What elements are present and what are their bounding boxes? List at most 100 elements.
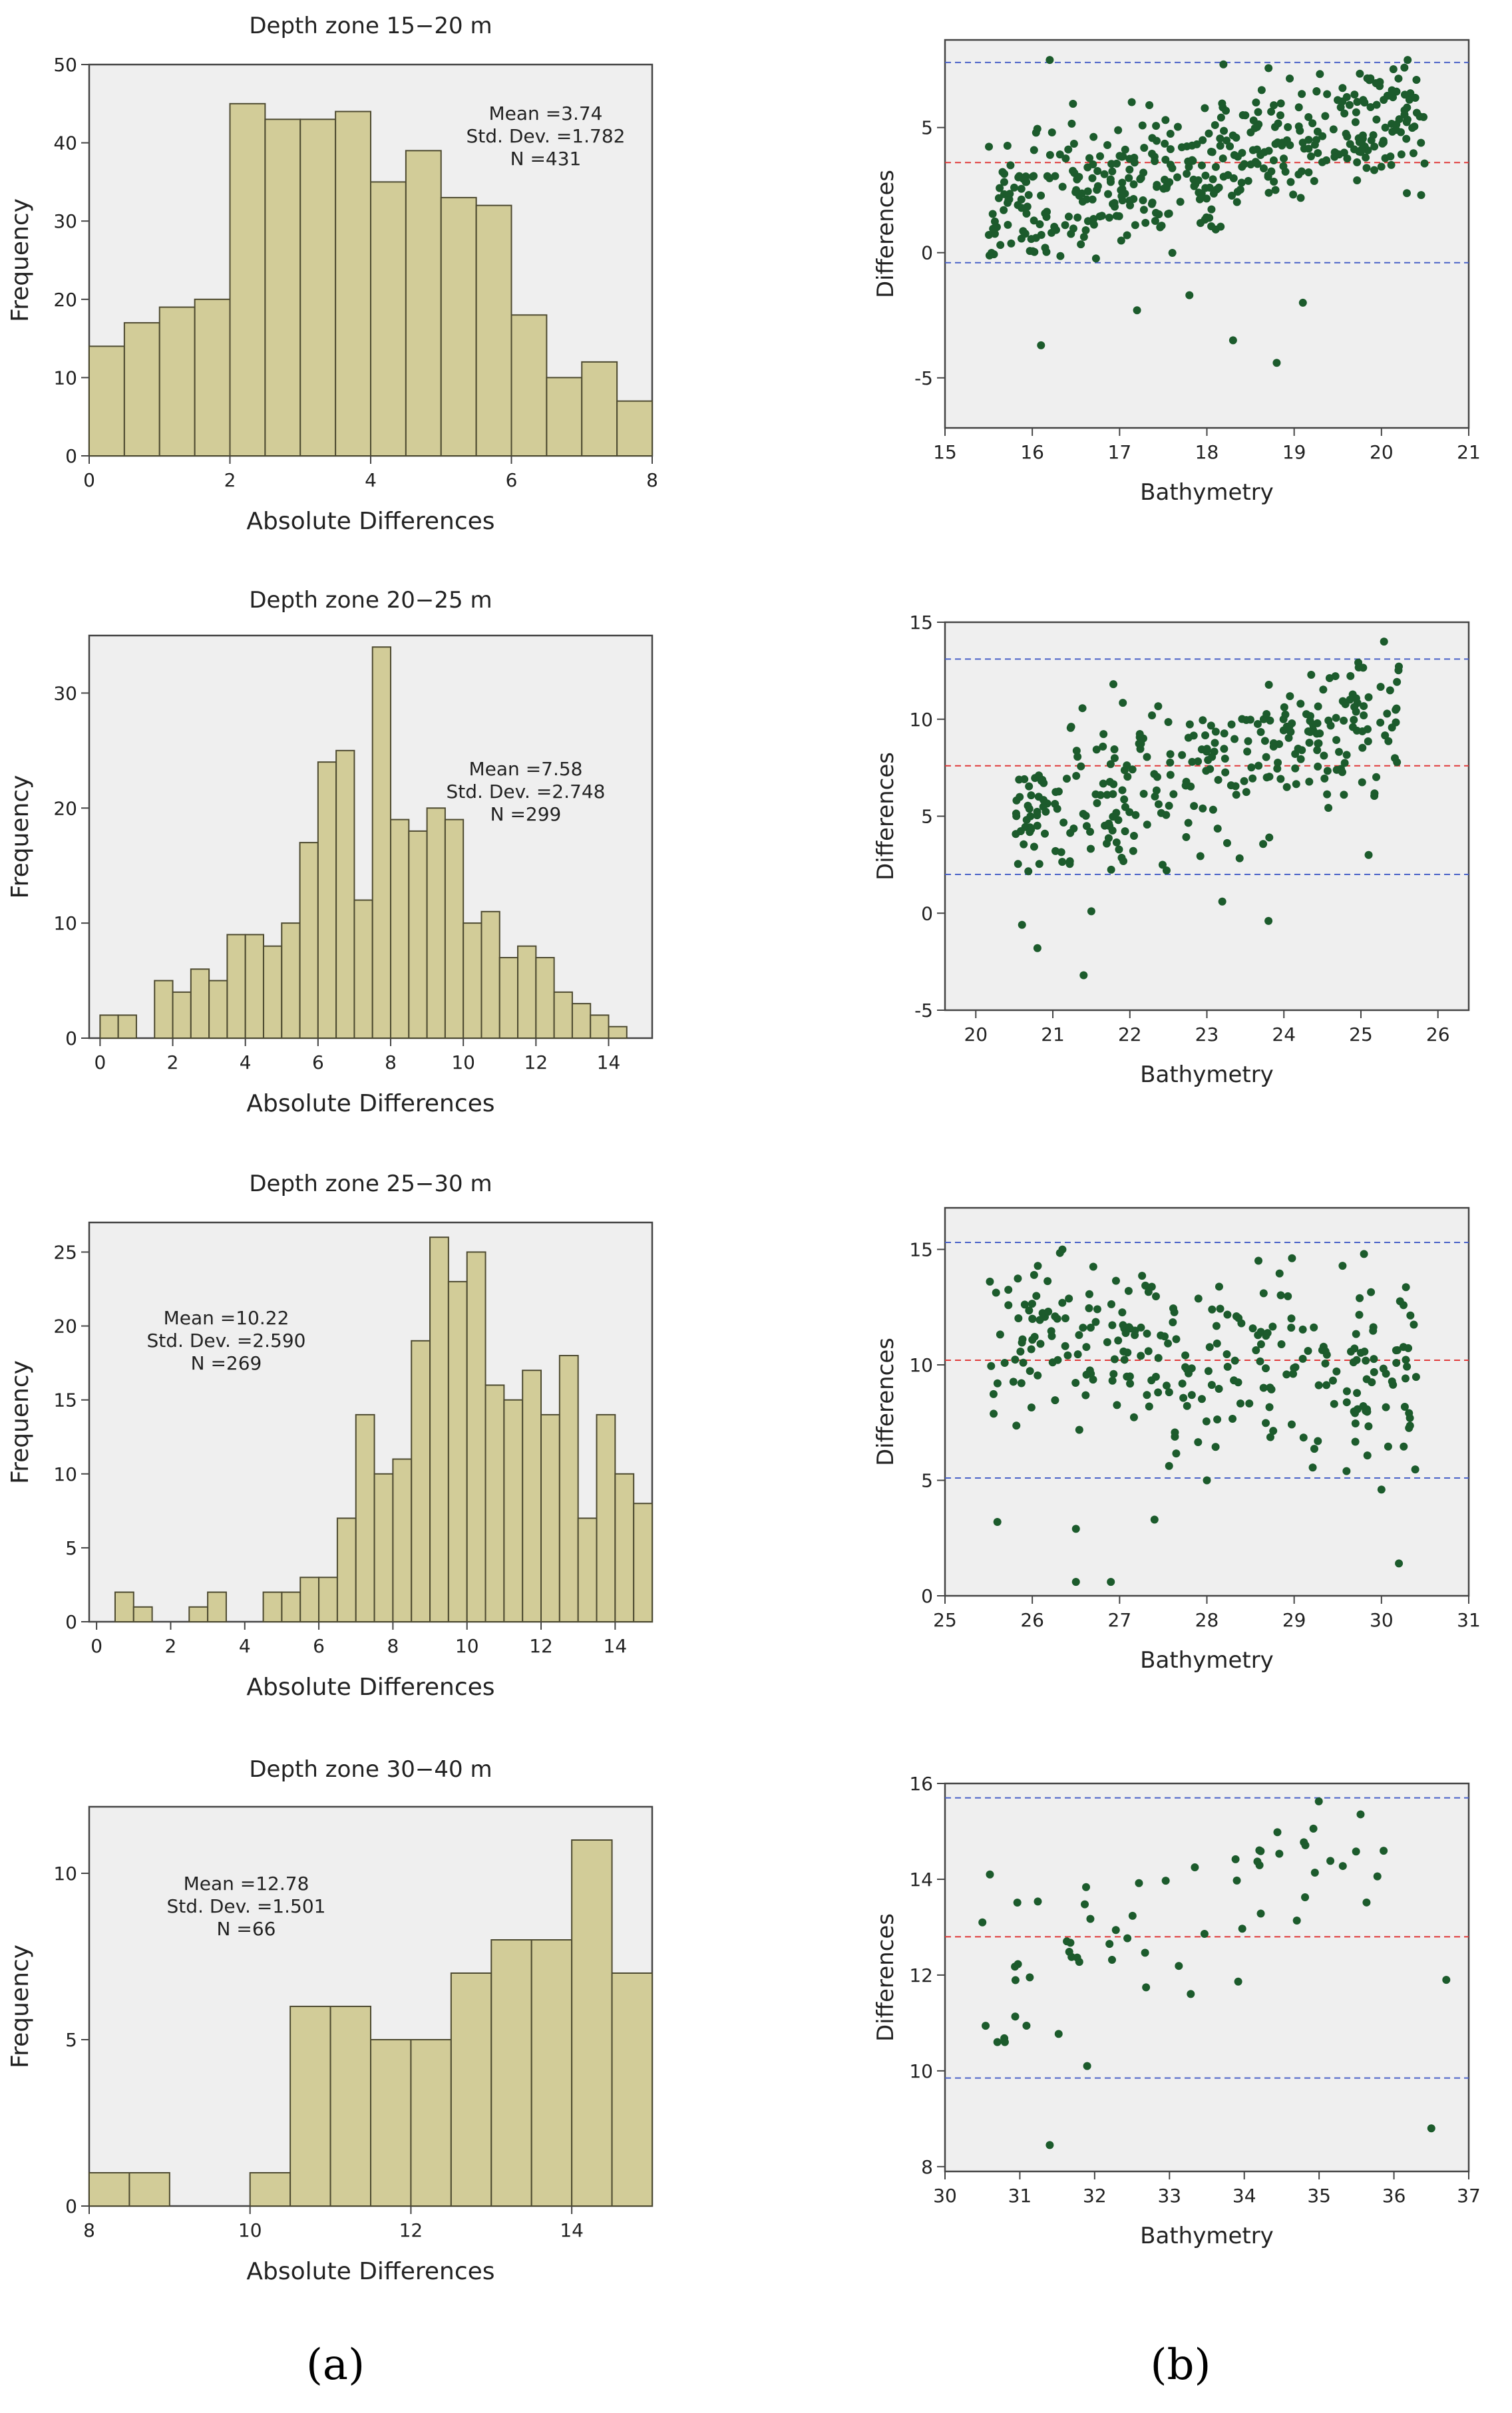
scatter-point [1384, 1442, 1392, 1451]
scatter-point [1011, 1962, 1020, 1971]
scatter-point [1314, 762, 1322, 771]
histogram-bar [571, 1839, 613, 2207]
scatter-point [1287, 1314, 1296, 1323]
scatter-point [1246, 160, 1255, 169]
scatter-point [1314, 149, 1322, 158]
scatter-point [1033, 944, 1041, 952]
scatter-point [1061, 154, 1070, 163]
histogram-bar [596, 1413, 616, 1623]
scatter-point [1299, 1433, 1308, 1442]
scatter-point [1287, 1420, 1296, 1429]
scatter-point [1286, 178, 1295, 186]
scatter-point [1221, 768, 1230, 777]
scatter-point [1154, 702, 1163, 711]
scatter-point [1209, 175, 1217, 184]
scatter-panel: 25 26 27 28 29 30 31 0 5 10 15 Bathymetry Difference… [872, 1206, 1481, 1674]
scatter-point [1034, 1262, 1042, 1270]
y-tick-label: 10 [53, 367, 77, 389]
scatter-point [1107, 865, 1115, 874]
scatter-point [1012, 796, 1021, 805]
scatter-point [1194, 1294, 1203, 1303]
scatter-point [1280, 703, 1288, 711]
scatter-point [1232, 198, 1241, 206]
scatter-point [1139, 206, 1148, 214]
scatter-point [1143, 1330, 1151, 1338]
scatter-point [1342, 1398, 1351, 1407]
stats-text: Std. Dev. =1.782 [467, 125, 626, 147]
scatter-point [1142, 1983, 1151, 1992]
scatter-point [1356, 69, 1364, 78]
scatter-point [1082, 1343, 1091, 1352]
x-tick-label: 15 [933, 441, 957, 463]
scatter-point [1162, 866, 1171, 874]
scatter-point [1099, 730, 1108, 739]
scatter-point [1114, 1336, 1123, 1345]
scatter-point [1332, 713, 1340, 722]
scatter-point [1000, 1359, 1009, 1368]
scatter-point [1015, 775, 1024, 784]
scatter-point [1121, 189, 1129, 198]
scatter-point [1120, 766, 1129, 775]
scatter-point [1203, 1476, 1211, 1485]
scatter-point [1165, 1388, 1173, 1397]
scatter-point [1166, 758, 1175, 767]
y-axis-label: Frequency [7, 198, 34, 322]
scatter-point [1213, 1415, 1222, 1424]
scatter-point [1273, 138, 1282, 146]
scatter-point [978, 1918, 987, 1927]
scatter-point [1027, 1345, 1036, 1354]
x-tick-label: 33 [1157, 2185, 1181, 2207]
scatter-point [984, 230, 993, 239]
scatter-point [1104, 190, 1113, 198]
scatter-point [1236, 1399, 1244, 1408]
scatter-point [1096, 152, 1105, 160]
scatter-point [1004, 1286, 1013, 1294]
scatter-point [1369, 1326, 1378, 1335]
scatter-point [1086, 1915, 1095, 1923]
scatter-point [1135, 1879, 1143, 1887]
scatter-point [1219, 60, 1228, 69]
scatter-point [1417, 138, 1425, 147]
scatter-point [1059, 819, 1068, 827]
scatter-point [1036, 1316, 1044, 1324]
scatter-point [1217, 113, 1225, 122]
scatter-point [1037, 341, 1045, 349]
x-tick-label: 22 [1118, 1023, 1142, 1045]
scatter-point [1123, 1348, 1132, 1357]
scatter-point [1403, 103, 1412, 112]
scatter-point [1220, 126, 1228, 135]
scatter-point [1166, 130, 1175, 138]
scatter-point [1183, 1401, 1191, 1410]
scatter-point [1343, 132, 1352, 141]
scatter-point [1372, 115, 1381, 124]
histogram-bar [590, 1014, 610, 1039]
scatter-point [1114, 126, 1123, 134]
scatter-point [1043, 1277, 1052, 1286]
scatter-point [985, 142, 994, 151]
scatter-point [1232, 133, 1240, 142]
scatter-point [1312, 87, 1321, 95]
scatter-point [1081, 1900, 1089, 1909]
x-tick-label: 30 [1370, 1609, 1394, 1631]
scatter-point [1051, 1312, 1059, 1321]
scatter-point [1025, 782, 1034, 791]
x-tick-label: 16 [1020, 441, 1044, 463]
scatter-point [1095, 212, 1104, 221]
histogram-bar [299, 1577, 320, 1622]
x-tick-label: 27 [1108, 1609, 1132, 1631]
scatter-point [1083, 187, 1092, 196]
scatter-point [1400, 1403, 1409, 1411]
scatter-point [1000, 170, 1009, 178]
scatter-point [1112, 838, 1121, 846]
y-axis-label: Differences [872, 752, 899, 880]
stats-text: N =66 [217, 1918, 276, 1940]
scatter-point [1345, 100, 1354, 109]
scatter-point [1342, 751, 1351, 759]
scatter-point [1406, 1311, 1415, 1320]
scatter-point [1064, 212, 1073, 221]
histogram-bar [535, 957, 555, 1039]
y-tick-label: 5 [921, 117, 933, 139]
scatter-point [1190, 802, 1199, 811]
scatter-point [1314, 1797, 1323, 1805]
